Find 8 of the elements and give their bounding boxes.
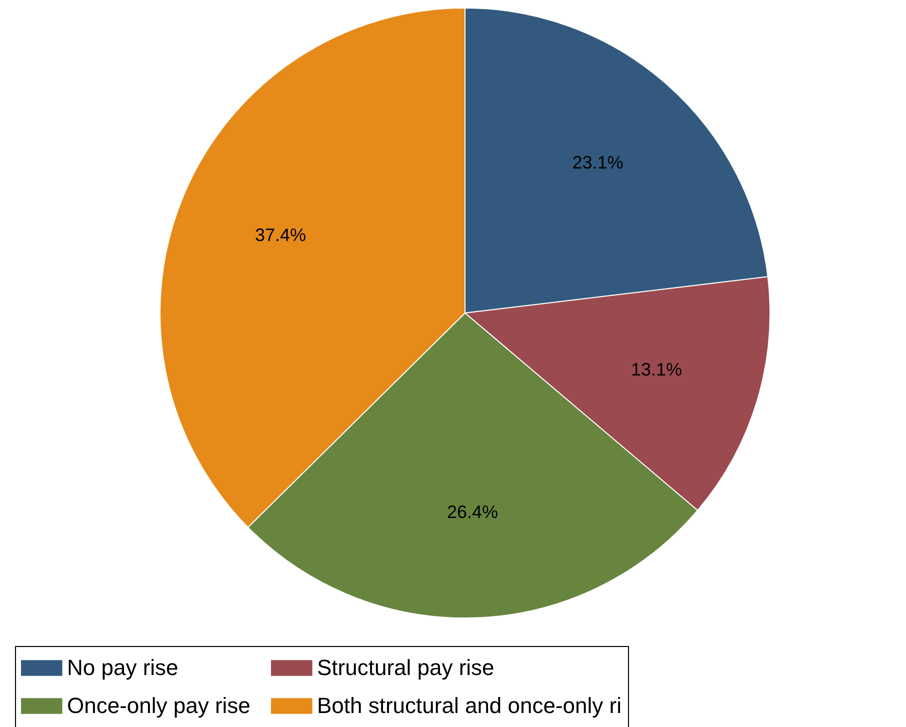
- data-label: 23.1%: [572, 152, 624, 172]
- legend-label: No pay rise: [67, 655, 178, 680]
- legend-label: Structural pay rise: [317, 655, 494, 680]
- data-label: 26.4%: [447, 502, 498, 522]
- data-label: 37.4%: [254, 224, 306, 245]
- legend-label: Both structural and once-only ri: [317, 693, 622, 718]
- data-label: 13.1%: [631, 360, 682, 380]
- legend-label: Once-only pay rise: [67, 693, 250, 718]
